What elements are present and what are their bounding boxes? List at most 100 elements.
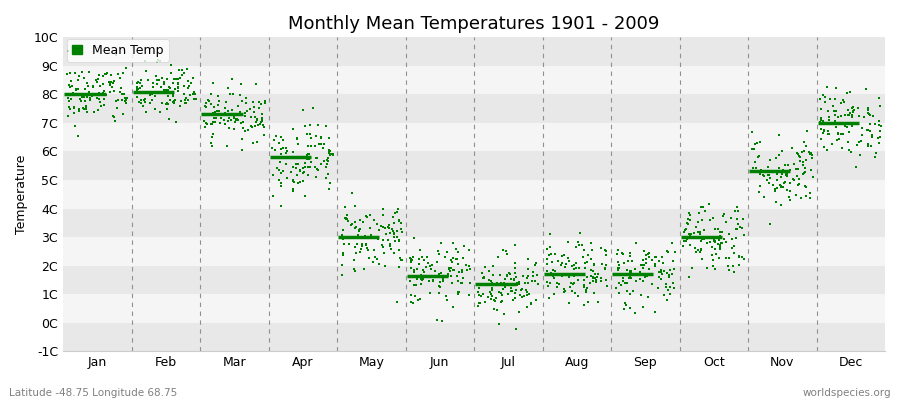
Point xyxy=(611,264,625,271)
Point xyxy=(747,146,761,152)
Point xyxy=(319,164,333,170)
Point xyxy=(487,306,501,312)
Point xyxy=(425,262,439,268)
Point xyxy=(678,234,692,240)
Point xyxy=(838,111,852,118)
Point xyxy=(62,82,77,88)
Point xyxy=(703,217,717,223)
Point xyxy=(359,240,374,247)
Point xyxy=(654,268,669,275)
Point xyxy=(510,280,525,286)
Point xyxy=(210,108,224,114)
Point xyxy=(77,106,92,112)
Point xyxy=(705,252,719,258)
Point xyxy=(490,295,504,301)
Point xyxy=(543,244,557,250)
Point xyxy=(637,262,652,268)
Point xyxy=(797,169,812,175)
Point xyxy=(821,108,835,114)
Point xyxy=(441,271,455,278)
Point xyxy=(431,290,446,296)
Point xyxy=(590,298,605,305)
Point xyxy=(831,131,845,137)
Point xyxy=(313,161,328,167)
Point xyxy=(356,219,370,226)
Bar xyxy=(63,66,885,94)
Point xyxy=(788,166,803,172)
Point xyxy=(661,287,675,294)
Point xyxy=(248,123,263,129)
Point xyxy=(79,94,94,100)
Point xyxy=(580,259,594,265)
Point xyxy=(861,104,876,111)
Point xyxy=(730,226,744,232)
Point xyxy=(218,110,232,116)
Point xyxy=(488,298,502,304)
Point xyxy=(623,249,637,256)
Point xyxy=(265,145,279,152)
Point xyxy=(64,78,78,84)
Point xyxy=(865,132,879,138)
Point xyxy=(160,101,175,108)
Point xyxy=(363,212,377,218)
Point xyxy=(712,255,726,262)
Point xyxy=(791,182,806,188)
Point xyxy=(181,97,195,103)
Point xyxy=(428,268,443,275)
Point xyxy=(639,256,653,262)
Point xyxy=(550,284,564,290)
Point xyxy=(509,282,524,288)
Point xyxy=(371,234,385,240)
Point xyxy=(585,247,599,253)
Point xyxy=(431,271,446,278)
Point xyxy=(786,176,800,182)
Point xyxy=(391,209,405,216)
Point xyxy=(100,69,114,76)
Point xyxy=(680,236,694,243)
Point xyxy=(494,292,508,298)
Point xyxy=(81,88,95,95)
Point xyxy=(757,168,771,174)
Point xyxy=(185,90,200,97)
Point xyxy=(845,123,859,129)
Point xyxy=(76,105,90,112)
Point xyxy=(358,233,373,239)
Point xyxy=(204,120,219,127)
Point xyxy=(257,98,272,104)
Point xyxy=(255,115,269,122)
Point xyxy=(143,100,157,106)
Point xyxy=(472,285,486,291)
Point xyxy=(322,148,337,155)
Point xyxy=(402,278,417,284)
Point xyxy=(822,131,836,138)
Point xyxy=(301,143,315,149)
Point xyxy=(681,221,696,227)
Point xyxy=(97,88,112,94)
Point xyxy=(158,87,173,93)
Point xyxy=(233,92,248,98)
Point xyxy=(351,232,365,238)
Point xyxy=(828,118,842,124)
Point xyxy=(413,247,428,253)
Point xyxy=(640,270,654,277)
Point xyxy=(66,91,80,98)
Point xyxy=(158,88,173,94)
Point xyxy=(548,251,562,257)
Point xyxy=(815,130,830,136)
Point xyxy=(728,234,742,241)
Point xyxy=(711,241,725,247)
Point xyxy=(838,123,852,129)
Point xyxy=(71,77,86,83)
Point xyxy=(205,131,220,137)
Point xyxy=(363,225,377,232)
Point xyxy=(625,258,639,264)
Point xyxy=(436,274,451,280)
Point xyxy=(347,219,362,225)
Point xyxy=(70,133,85,139)
Point xyxy=(410,266,424,272)
Point xyxy=(322,150,337,156)
Point xyxy=(569,244,583,251)
Point xyxy=(665,240,680,246)
Point xyxy=(407,266,421,273)
Point xyxy=(584,240,598,246)
